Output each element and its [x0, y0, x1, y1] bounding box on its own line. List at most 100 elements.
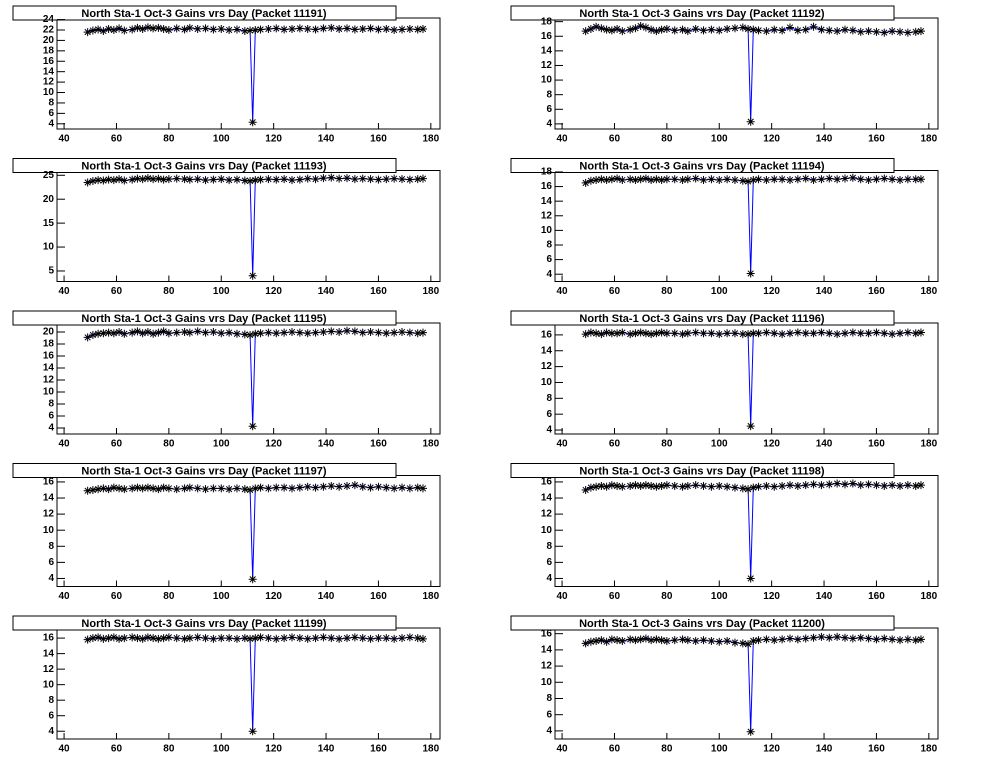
data-marker	[319, 328, 328, 336]
data-marker	[641, 481, 650, 490]
data-marker	[83, 28, 92, 37]
data-marker	[287, 633, 296, 642]
data-marker	[232, 175, 241, 184]
data-marker	[358, 482, 367, 491]
data-marker	[744, 485, 753, 494]
y-tick-label: 12	[541, 60, 553, 71]
title-box	[510, 5, 895, 21]
data-marker	[738, 639, 747, 648]
data-marker	[723, 24, 732, 33]
data-marker	[602, 25, 611, 34]
data-marker	[856, 27, 865, 36]
x-tick-label: 140	[318, 286, 335, 297]
data-marker	[602, 175, 611, 184]
data-marker	[264, 328, 273, 337]
data-marker	[916, 481, 925, 490]
data-marker	[744, 640, 753, 649]
data-marker	[382, 483, 391, 492]
data-marker	[841, 633, 850, 642]
x-tick-label: 40	[557, 286, 569, 297]
data-marker	[374, 328, 383, 337]
data-marker	[707, 175, 716, 184]
y-tick-label: 20	[43, 194, 55, 205]
data-marker	[762, 175, 771, 184]
data-marker	[841, 174, 850, 183]
panel: North Sta-1 Oct-3 Gains vrs Day (Packet …	[510, 615, 939, 755]
data-marker	[180, 175, 189, 184]
data-marker	[246, 331, 255, 339]
data-marker	[99, 329, 108, 338]
data-marker	[723, 636, 732, 645]
data-marker	[327, 481, 336, 490]
data-marker	[405, 24, 414, 33]
data-marker	[217, 634, 226, 643]
data-marker	[303, 634, 312, 643]
y-tick-label: 10	[43, 87, 55, 98]
data-marker	[413, 483, 422, 492]
data-marker	[872, 481, 881, 490]
data-marker	[801, 634, 810, 643]
data-marker	[405, 328, 414, 337]
data-marker	[744, 330, 753, 339]
y-tick-label: 6	[48, 557, 54, 568]
data-marker	[597, 330, 606, 339]
data-marker	[138, 24, 147, 33]
data-marker	[762, 481, 771, 490]
y-tick-label: 8	[546, 541, 552, 552]
chart-title: North Sta-1 Oct-3 Gains vrs Day (Packet …	[81, 618, 327, 630]
y-tick-label: 6	[546, 557, 552, 568]
data-marker	[327, 634, 336, 643]
data-marker	[657, 175, 666, 184]
data-marker	[225, 485, 234, 494]
data-marker	[856, 175, 865, 184]
data-marker	[358, 24, 367, 33]
data-marker	[738, 176, 747, 185]
data-marker	[88, 331, 97, 339]
data-marker	[817, 632, 826, 641]
data-marker	[678, 330, 687, 339]
x-tick-label: 40	[59, 439, 71, 450]
data-marker	[246, 177, 255, 186]
data-marker	[916, 27, 925, 36]
data-marker	[597, 481, 606, 490]
y-tick-label: 16	[541, 31, 553, 42]
data-marker	[647, 330, 656, 339]
data-marker	[164, 633, 173, 642]
data-marker	[662, 24, 671, 33]
data-marker	[225, 634, 234, 643]
panel: North Sta-1 Oct-3 Gains vrs Day (Packet …	[12, 310, 441, 450]
data-marker	[358, 634, 367, 643]
y-tick-label: 6	[546, 409, 552, 420]
data-marker	[785, 481, 794, 490]
data-marker	[217, 175, 226, 184]
x-tick-label: 80	[163, 286, 175, 297]
data-marker	[730, 175, 739, 184]
data-marker	[699, 26, 708, 35]
data-marker	[418, 634, 427, 643]
x-tick-label: 160	[868, 591, 885, 602]
y-tick-label: 12	[541, 210, 553, 221]
x-tick-label: 80	[163, 439, 175, 450]
data-marker	[143, 23, 152, 32]
x-tick-label: 180	[920, 134, 937, 145]
data-marker	[809, 633, 818, 642]
data-marker	[366, 483, 375, 492]
data-marker	[880, 28, 889, 37]
y-tick-label: 4	[546, 119, 552, 130]
x-tick-label: 80	[661, 591, 673, 602]
y-tick-label: 10	[43, 679, 55, 690]
data-marker	[256, 175, 265, 184]
data-marker	[128, 328, 137, 337]
data-marker	[770, 636, 779, 645]
data-marker	[864, 329, 873, 338]
data-marker	[896, 636, 905, 645]
data-marker	[133, 327, 142, 336]
data-marker	[319, 633, 328, 642]
data-marker	[240, 485, 249, 494]
data-marker	[597, 636, 606, 645]
data-marker	[825, 480, 834, 489]
y-tick-label: 14	[43, 648, 55, 659]
data-marker	[746, 422, 755, 431]
data-marker	[335, 174, 344, 183]
y-tick-label: 10	[43, 242, 55, 253]
